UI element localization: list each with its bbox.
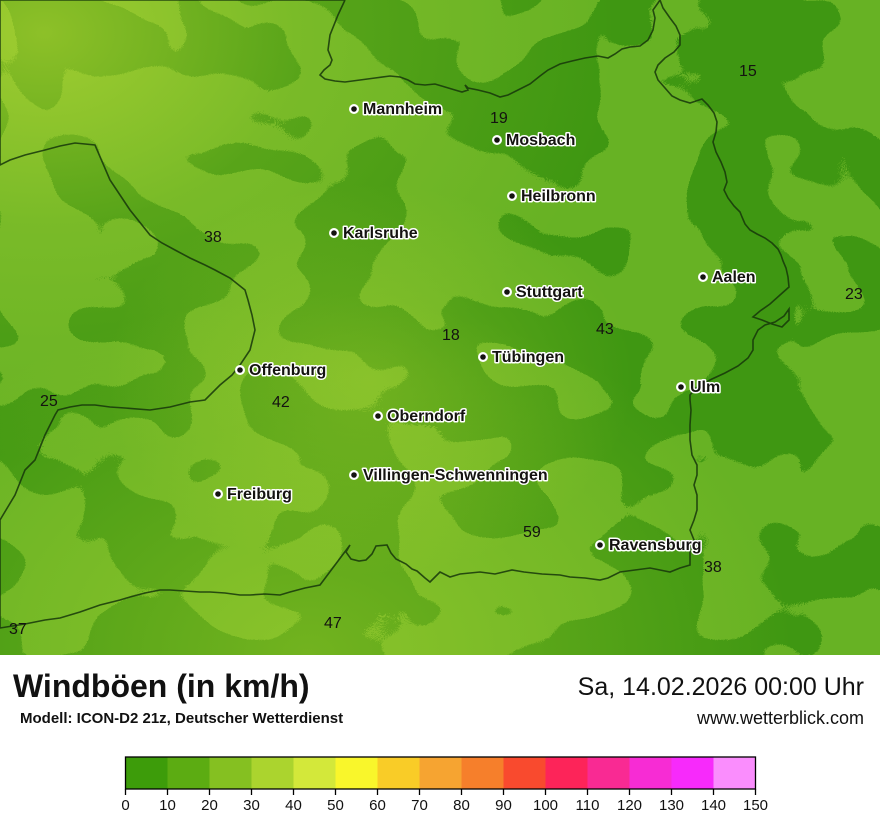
svg-text:Freiburg: Freiburg [227,486,292,503]
svg-text:150: 150 [743,797,768,814]
svg-text:20: 20 [201,797,218,814]
svg-text:110: 110 [576,797,600,814]
svg-text:23: 23 [845,286,863,303]
svg-text:Aalen: Aalen [712,269,756,286]
svg-text:Ravensburg: Ravensburg [609,537,701,554]
svg-text:10: 10 [159,797,176,814]
svg-text:38: 38 [204,229,222,246]
svg-text:120: 120 [617,797,642,814]
svg-text:19: 19 [490,110,508,127]
svg-text:38: 38 [704,559,722,576]
svg-text:50: 50 [327,797,344,814]
svg-text:Ulm: Ulm [690,379,720,396]
svg-text:90: 90 [495,797,512,814]
svg-text:Stuttgart: Stuttgart [516,284,583,301]
svg-text:Karlsruhe: Karlsruhe [343,225,418,242]
svg-text:Mosbach: Mosbach [506,132,575,149]
svg-text:43: 43 [596,321,614,338]
svg-text:80: 80 [453,797,470,814]
svg-text:47: 47 [324,615,342,632]
svg-text:30: 30 [243,797,260,814]
svg-text:18: 18 [442,327,460,344]
svg-text:60: 60 [369,797,386,814]
svg-text:Mannheim: Mannheim [363,101,442,118]
svg-text:Heilbronn: Heilbronn [521,188,596,205]
svg-text:140: 140 [701,797,726,814]
svg-text:0: 0 [121,797,129,814]
svg-text:130: 130 [659,797,684,814]
svg-text:Tübingen: Tübingen [492,349,564,366]
svg-text:Villingen-Schwenningen: Villingen-Schwenningen [363,467,548,484]
svg-text:40: 40 [285,797,302,814]
svg-text:100: 100 [533,797,558,814]
svg-text:42: 42 [272,394,290,411]
svg-text:Oberndorf: Oberndorf [387,408,466,425]
svg-text:25: 25 [40,393,58,410]
svg-text:37: 37 [9,621,27,638]
svg-text:70: 70 [411,797,428,814]
svg-text:Offenburg: Offenburg [249,362,326,379]
svg-text:15: 15 [739,63,757,80]
svg-text:59: 59 [523,524,541,541]
